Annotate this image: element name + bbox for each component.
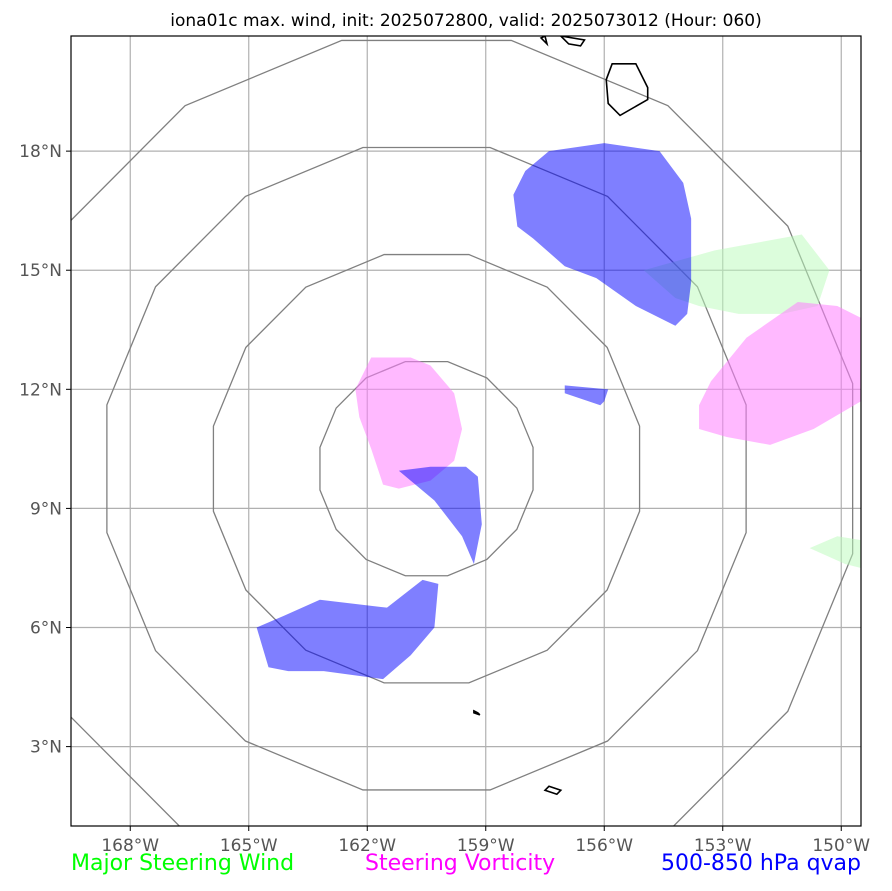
x-tick-label: 156°W (575, 836, 633, 856)
steering-wind-region (643, 234, 830, 314)
y-tick-label: 15°N (19, 261, 62, 281)
range-ring (106, 146, 747, 791)
x-tick-label: 162°W (338, 836, 396, 856)
axis-ticks: 168°W 165°W 162°W 159°W 156°W 153°W 150°W 3°N 6°… (19, 142, 870, 856)
x-tick-label: 165°W (220, 836, 278, 856)
y-tick-label: 9°N (30, 499, 62, 519)
range-ring (212, 253, 641, 684)
steering-wind-region (809, 536, 861, 568)
legend-wind-label: Major Steering Wind (71, 851, 295, 876)
legend-wind: Major Steering Wind (71, 851, 294, 876)
x-tick-label: 150°W (812, 836, 870, 856)
coastline (473, 709, 481, 716)
plot-area (71, 36, 861, 826)
legend-qvap-label: 500-850 hPa qvap (660, 851, 861, 876)
chart-title: iona01c max. wind, init: 2025072800, val… (170, 11, 761, 31)
coastline (543, 785, 563, 796)
y-tick-label: 18°N (19, 142, 62, 162)
legend-vorticity: Steering Vorticity (365, 851, 555, 876)
qvap-region (513, 143, 692, 326)
range-ring (319, 360, 534, 577)
y-tick-label: 3°N (30, 738, 62, 758)
coastline (539, 36, 549, 47)
x-tick-label: 159°W (457, 836, 515, 856)
qvap-region (398, 466, 482, 564)
qvap-region (564, 385, 609, 406)
y-tick-label: 12°N (19, 380, 62, 400)
plot-frame (70, 35, 862, 827)
x-tick-label: 153°W (694, 836, 752, 856)
x-tick-label: 168°W (101, 836, 159, 856)
vorticity-region (699, 301, 861, 445)
coastline (605, 62, 649, 117)
legend-qvap: 500-850 hPa qvap (661, 851, 861, 876)
y-tick-label: 6°N (30, 619, 62, 639)
legend-vorticity-label: Steering Vorticity (365, 851, 556, 876)
qvap-region (256, 579, 439, 680)
range-ring (71, 39, 854, 826)
vorticity-region (355, 357, 463, 489)
coastline (559, 36, 586, 47)
